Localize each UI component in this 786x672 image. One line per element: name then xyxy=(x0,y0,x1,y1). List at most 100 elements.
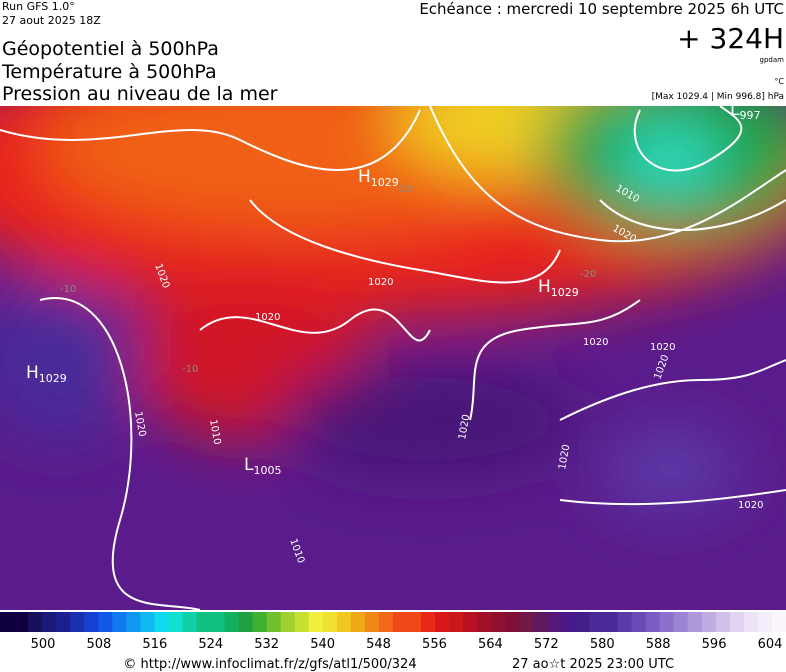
colorbar-swatch xyxy=(98,612,113,632)
colorbar-swatch xyxy=(463,612,478,632)
isotherm-label: -20 xyxy=(396,184,412,195)
source-url: © http://www.infoclimat.fr/z/gfs/atl1/50… xyxy=(123,657,416,672)
colorbar-swatch xyxy=(112,612,127,632)
colorbar-swatch xyxy=(224,612,240,632)
colorbar-swatch xyxy=(603,612,619,632)
echeance: Echéance : mercredi 10 septembre 2025 6h… xyxy=(419,0,784,18)
colorbar-swatch xyxy=(505,612,520,632)
colorbar-tick-label: 604 xyxy=(758,637,783,652)
isotherm-label: -10 xyxy=(182,364,198,375)
colorbar-tick-label: 516 xyxy=(142,637,167,652)
colorbar-swatch xyxy=(84,612,99,632)
colorbar-swatch xyxy=(280,612,296,632)
colorbar-swatch xyxy=(378,612,394,632)
run-label: Run GFS 1.0° xyxy=(2,0,75,13)
colorbar-tick-label: 588 xyxy=(646,637,671,652)
pressure-center: L997 xyxy=(730,100,760,122)
colorbar-tick-label: 556 xyxy=(422,637,447,652)
colorbar-swatch xyxy=(771,612,786,632)
pressure-center: H1029 xyxy=(26,363,67,385)
run-date: 27 aout 2025 18Z xyxy=(2,14,101,27)
pressure-centers: H1029 H1029 H1029 L1005 L997 xyxy=(26,100,760,477)
title-line: Pression au niveau de la mer xyxy=(2,83,278,105)
isotherm-labels: -20 -20 -10 -10 xyxy=(60,184,596,375)
colorbar-swatch xyxy=(182,612,197,632)
colorbar-swatch xyxy=(547,612,562,632)
colorbar-swatch xyxy=(491,612,506,632)
colorbar-tick-label: 580 xyxy=(590,637,615,652)
colorbar-swatch xyxy=(196,612,212,632)
colorbar-tick-label: 540 xyxy=(310,637,335,652)
colorbar-swatch xyxy=(645,612,661,632)
isobar-label: 1020 xyxy=(457,414,472,441)
pressure-range: [Max 1029.4 | Min 996.8] hPa xyxy=(652,92,784,102)
colorbar-swatch xyxy=(210,612,226,632)
colorbar-swatch xyxy=(364,612,380,632)
colorbar-swatch xyxy=(252,612,268,632)
colorbar-swatch xyxy=(350,612,366,632)
colorbar-swatch xyxy=(322,612,338,632)
colorbar-swatch xyxy=(28,612,43,632)
colorbar-ticks: 500 508 516 524 532 540 548 556 564 572 580 588 596 6… xyxy=(31,637,783,652)
pressure-center: H1029 xyxy=(538,277,579,299)
generated-time: 27 ao☆t 2025 23:00 UTC xyxy=(512,657,674,672)
colorbar-swatch xyxy=(589,612,605,632)
isobar-label: 1020 xyxy=(583,337,608,348)
colorbar-swatch xyxy=(533,612,548,632)
colorbar-tick-label: 524 xyxy=(198,637,223,652)
isotherm-label: -20 xyxy=(580,269,596,280)
colorbar-tick-label: 564 xyxy=(478,637,503,652)
colorbar-swatch xyxy=(687,612,703,632)
title-line: Température à 500hPa xyxy=(1,61,217,83)
colorbar-swatch xyxy=(126,612,141,632)
colorbar-swatch xyxy=(14,612,29,632)
colorbar-swatch xyxy=(701,612,717,632)
colorbar xyxy=(0,612,786,632)
colorbar-swatch xyxy=(477,612,492,632)
unit-temp: °C xyxy=(774,77,784,86)
colorbar-swatch xyxy=(336,612,352,632)
colorbar-swatch xyxy=(729,612,745,632)
isobar-label: 1020 xyxy=(557,444,572,471)
colorbar-swatch xyxy=(308,612,324,632)
colorbar-swatch xyxy=(42,612,57,632)
colorbar-swatch xyxy=(56,612,71,632)
colorbar-swatch xyxy=(715,612,731,632)
colorbar-swatch xyxy=(407,612,422,632)
colorbar-swatch xyxy=(435,612,450,632)
colorbar-swatch xyxy=(266,612,282,632)
colorbar-swatch xyxy=(449,612,464,632)
pressure-center: H1029 xyxy=(358,167,399,189)
colorbar-swatch xyxy=(168,612,183,632)
isobar-label: 1010 xyxy=(207,419,222,446)
colorbar-swatch xyxy=(238,612,254,632)
isobar-label: 1020 xyxy=(738,500,763,511)
colorbar-tick-label: 532 xyxy=(254,637,279,652)
colorbar-swatch xyxy=(154,612,169,632)
colorbar-swatch xyxy=(631,612,647,632)
colorbar-swatch xyxy=(140,612,155,632)
title-line: Géopotentiel à 500hPa xyxy=(2,38,219,60)
isobar-label: 1020 xyxy=(132,411,147,438)
isotherm-label: -10 xyxy=(60,284,76,295)
colorbar-swatch xyxy=(0,612,15,632)
lead-time: + 324H xyxy=(677,22,784,55)
colorbar-swatch xyxy=(294,612,310,632)
colorbar-swatch xyxy=(617,612,633,632)
isobar-label: 1020 xyxy=(368,277,393,288)
isobar-label: 1020 xyxy=(650,342,675,353)
isobar-label: 1020 xyxy=(255,312,280,323)
colorbar-swatch xyxy=(659,612,675,632)
colorbar-swatch xyxy=(757,612,773,632)
colorbar-swatch xyxy=(743,612,759,632)
colorbar-tick-label: 500 xyxy=(31,637,56,652)
colorbar-swatch xyxy=(519,612,534,632)
colorbar-tick-label: 508 xyxy=(87,637,112,652)
colorbar-tick-label: 596 xyxy=(702,637,727,652)
isobars xyxy=(0,106,786,610)
colorbar-swatch xyxy=(393,612,408,632)
pressure-center: L1005 xyxy=(244,455,281,477)
colorbar-swatch xyxy=(421,612,436,632)
colorbar-tick-label: 572 xyxy=(534,637,559,652)
